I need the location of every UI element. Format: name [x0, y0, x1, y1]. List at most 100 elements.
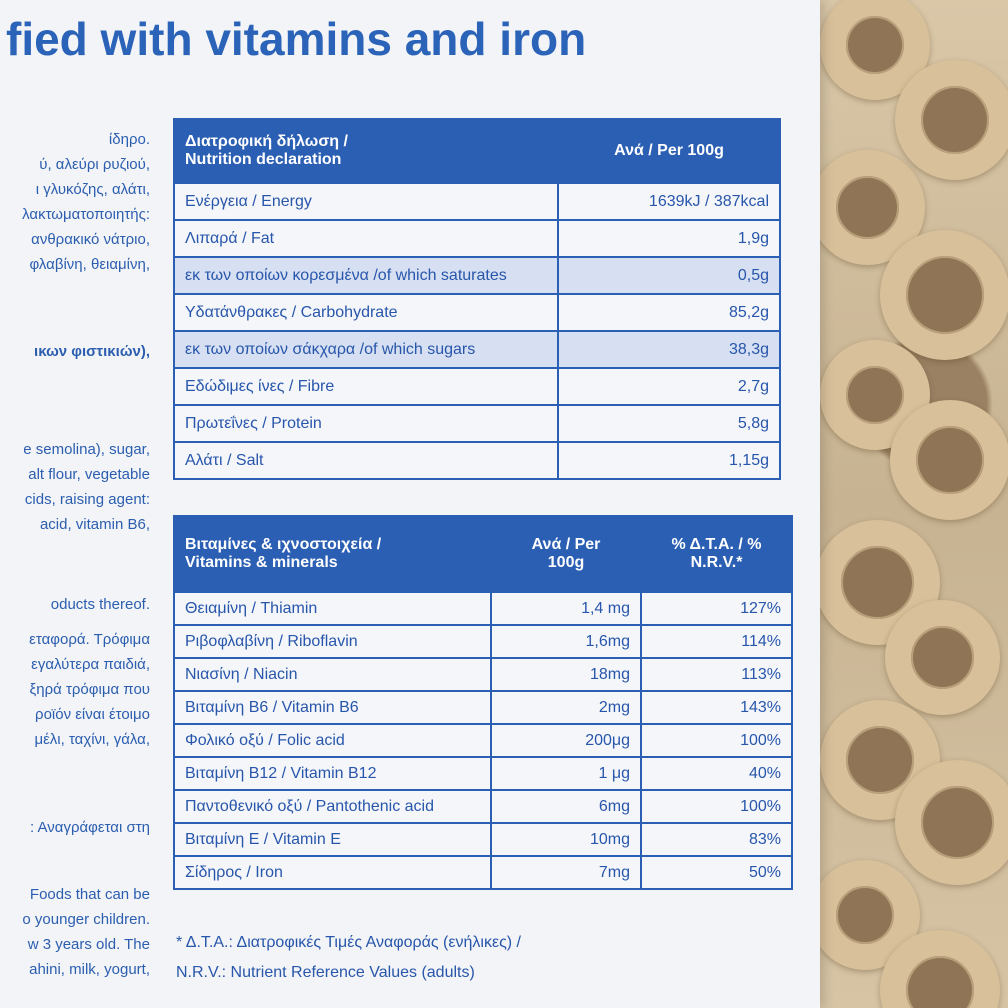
vitamin-value: 10mg: [490, 822, 642, 857]
nutrient-label: Αλάτι / Salt: [173, 441, 559, 480]
vitamin-row: Φολικό οξύ / Folic acid 200μg 100%: [173, 723, 793, 758]
vitamin-label: Βιταμίνη Ε / Vitamin E: [173, 822, 492, 857]
ingredients-text-line: oducts thereof.: [50, 596, 150, 613]
vitamin-label: Σίδηρος / Iron: [173, 855, 492, 890]
nutrition-header-label: Διατροφική δήλωση / Nutrition declaratio…: [173, 118, 559, 184]
vitamins-header-nrv: % Δ.Τ.Α. / % N.R.V.*: [640, 515, 793, 593]
vitamin-row: Θειαμίνη / Thiamin 1,4 mg 127%: [173, 591, 793, 626]
vitamins-header-nrv-line2: N.R.V.*: [690, 554, 743, 571]
nutrition-row: Υδατάνθρακες / Carbohydrate 85,2g: [173, 293, 781, 332]
vitamin-value: 6mg: [490, 789, 642, 824]
cereal-background: [800, 0, 1008, 1008]
ingredients-text-line: : Αναγράφεται στη: [30, 819, 150, 836]
vitamin-value: 1 μg: [490, 756, 642, 791]
nutrient-value: 1639kJ / 387kcal: [557, 182, 781, 221]
ingredients-text-line: ύ, αλεύρι ρυζιού,: [39, 156, 150, 173]
ingredients-text-line: alt flour, vegetable: [28, 466, 150, 483]
cereal-ring: [880, 230, 1008, 360]
ingredients-text-line: acid, vitamin B6,: [39, 516, 150, 533]
nutrient-label: Υδατάνθρακες / Carbohydrate: [173, 293, 559, 332]
vitamins-header-label-en: Vitamins & minerals: [185, 554, 338, 571]
ingredients-text-line: cids, raising agent:: [24, 491, 150, 508]
vitamin-row: Βιταμίνη Ε / Vitamin E 10mg 83%: [173, 822, 793, 857]
footnote-line1: * Δ.Τ.Α.: Διατροφικές Τιμές Αναφοράς (εν…: [176, 934, 521, 951]
nutrition-row: Λιπαρά / Fat 1,9g: [173, 219, 781, 258]
vitamin-nrv: 100%: [640, 723, 793, 758]
vitamins-header-per: Ανά / Per 100g: [490, 515, 642, 593]
nutrition-row: εκ των οποίων σάκχαρα /of which sugars 38…: [173, 330, 781, 369]
nutrition-header-label-en: Nutrition declaration: [185, 151, 342, 168]
cereal-ring: [895, 760, 1008, 885]
vitamin-nrv: 113%: [640, 657, 793, 692]
vitamin-value: 1,4 mg: [490, 591, 642, 626]
nutrient-value: 5,8g: [557, 404, 781, 443]
footnote-line2: N.R.V.: Nutrient Reference Values (adult…: [176, 964, 475, 981]
nutrient-value: 38,3g: [557, 330, 781, 369]
ingredients-text-line: w 3 years old. The: [27, 936, 150, 953]
ingredients-text-line: φλαβίνη, θειαμίνη,: [29, 256, 150, 273]
ingredients-text-line: εταφορά. Τρόφιμα: [29, 631, 150, 648]
vitamin-row: Σίδηρος / Iron 7mg 50%: [173, 855, 793, 890]
vitamin-nrv: 50%: [640, 855, 793, 890]
vitamin-nrv: 83%: [640, 822, 793, 857]
ingredients-text-line: μέλι, ταχίνι, γάλα,: [34, 731, 150, 748]
nutrient-label: Πρωτεΐνες / Protein: [173, 404, 559, 443]
vitamin-nrv: 100%: [640, 789, 793, 824]
ingredients-text-line: ahini, milk, yogurt,: [29, 961, 150, 978]
ingredients-text-line: Foods that can be: [29, 886, 150, 903]
ingredients-text-line: ανθρακικό νάτριο,: [31, 231, 150, 248]
vitamins-header-label-gr: Βιταμίνες & ιχνοστοιχεία /: [185, 536, 382, 553]
nutrition-row: Αλάτι / Salt 1,15g: [173, 441, 781, 480]
package-label: fied with vitamins and iron ίδηρο. ύ, αλε…: [0, 0, 820, 1008]
vitamin-row: Ριβοφλαβίνη / Riboflavin 1,6mg 114%: [173, 624, 793, 659]
ingredients-text-line: ίδηρο.: [108, 131, 150, 148]
ingredients-text-line: ξηρά τρόφιμα που: [29, 681, 150, 698]
vitamin-value: 18mg: [490, 657, 642, 692]
vitamin-label: Φολικό οξύ / Folic acid: [173, 723, 492, 758]
vitamins-header-nrv-line1: % Δ.Τ.Α. / %: [671, 536, 762, 553]
nutrition-row: Εδώδιμες ίνες / Fibre 2,7g: [173, 367, 781, 406]
ingredients-text-line: e semolina), sugar,: [23, 441, 150, 458]
vitamin-value: 200μg: [490, 723, 642, 758]
nutrition-row: Ενέργεια / Energy 1639kJ / 387kcal: [173, 182, 781, 221]
headline: fied with vitamins and iron: [6, 13, 587, 65]
nutrition-header-label-gr: Διατροφική δήλωση /: [185, 133, 348, 150]
ingredients-text-line: ροϊόν είναι έτοιμο: [35, 706, 150, 723]
vitamins-header-label: Βιταμίνες & ιχνοστοιχεία / Vitamins & mi…: [173, 515, 492, 593]
nutrition-row: εκ των οποίων κορεσμένα /of which satura…: [173, 256, 781, 295]
vitamin-row: Παντοθενικό οξύ / Pantothenic acid 6mg 100…: [173, 789, 793, 824]
ingredients-text-line: o younger children.: [22, 911, 150, 928]
vitamin-label: Βιταμίνη Β12 / Vitamin B12: [173, 756, 492, 791]
ingredients-text-line: ικων φιστικιών),: [34, 343, 150, 360]
nutrition-header-value: Ανά / Per 100g: [557, 118, 781, 184]
nutrient-value: 1,9g: [557, 219, 781, 258]
vitamin-nrv: 114%: [640, 624, 793, 659]
vitamins-header-per-line1: Ανά / Per: [531, 536, 601, 553]
vitamin-nrv: 127%: [640, 591, 793, 626]
ingredients-text-line: λακτωματοποιητής:: [22, 206, 150, 223]
vitamin-row: Βιταμίνη Β12 / Vitamin B12 1 μg 40%: [173, 756, 793, 791]
vitamin-label: Ριβοφλαβίνη / Riboflavin: [173, 624, 492, 659]
nutrition-declaration-table: Διατροφική δήλωση / Nutrition declaratio…: [173, 118, 781, 480]
nutrient-label: εκ των οποίων κορεσμένα /of which satura…: [173, 256, 559, 295]
ingredients-text-line: εγαλύτερα παιδιά,: [31, 656, 150, 673]
vitamin-label: Παντοθενικό οξύ / Pantothenic acid: [173, 789, 492, 824]
vitamin-label: Θειαμίνη / Thiamin: [173, 591, 492, 626]
vitamin-value: 2mg: [490, 690, 642, 725]
vitamin-label: Νιασίνη / Niacin: [173, 657, 492, 692]
nutrient-value: 1,15g: [557, 441, 781, 480]
vitamin-label: Βιταμίνη Β6 / Vitamin B6: [173, 690, 492, 725]
vitamin-row: Νιασίνη / Niacin 18mg 113%: [173, 657, 793, 692]
vitamin-nrv: 143%: [640, 690, 793, 725]
vitamins-minerals-table: Βιταμίνες & ιχνοστοιχεία / Vitamins & mi…: [173, 515, 793, 890]
nutrient-label: Ενέργεια / Energy: [173, 182, 559, 221]
nutrient-value: 0,5g: [557, 256, 781, 295]
cereal-ring: [885, 600, 1000, 715]
vitamin-value: 1,6mg: [490, 624, 642, 659]
vitamins-header-per-line2: 100g: [547, 554, 585, 571]
nutrient-value: 85,2g: [557, 293, 781, 332]
vitamin-value: 7mg: [490, 855, 642, 890]
vitamin-nrv: 40%: [640, 756, 793, 791]
ingredients-text-line: ι γλυκόζης, αλάτι,: [35, 181, 150, 198]
vitamin-row: Βιταμίνη Β6 / Vitamin B6 2mg 143%: [173, 690, 793, 725]
